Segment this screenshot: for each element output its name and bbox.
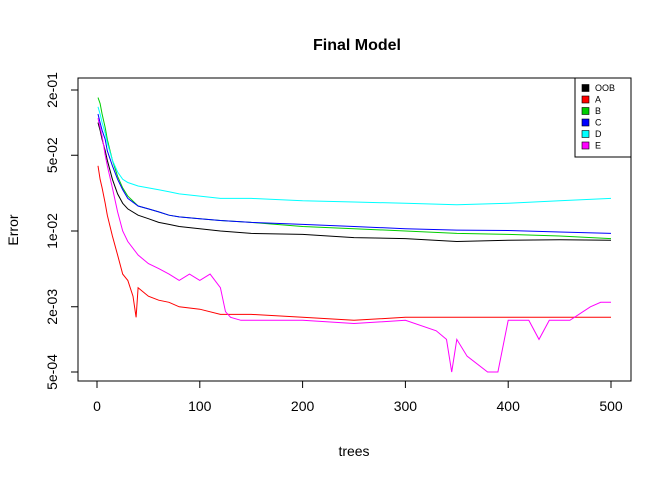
y-tick-label: 5e-02 [44,137,60,173]
series-layer [97,97,612,373]
x-tick-label: 0 [93,398,101,414]
y-tick-label: 2e-03 [44,289,60,325]
x-tick-label: 100 [188,398,212,414]
legend-swatch-e [581,141,590,150]
legend-label-d: D [595,129,602,139]
x-axis-label: trees [338,443,369,459]
series-line-d [97,106,612,206]
chart-title: Final Model [313,37,401,54]
series-line-oob [97,122,612,243]
x-tick-label: 200 [291,398,315,414]
legend-label-a: A [595,95,601,105]
series-line-a [97,165,611,321]
legend-swatch-d [581,130,590,138]
series-line-e [97,117,611,373]
y-axis-label: Error [5,214,21,245]
legend-label-e: E [595,141,601,151]
legend-swatch-a [581,95,590,104]
x-tick-label: 500 [599,398,623,414]
series-line-b [97,97,612,240]
legend-swatch-oob [581,84,590,92]
x-axis: 0 100 200 300 400 500 [93,380,623,414]
x-tick-label: 400 [497,398,521,414]
legend-label-b: B [595,106,601,116]
y-tick-label: 2e-01 [44,72,60,108]
y-tick-label: 1e-02 [44,213,60,249]
legend-swatch-c [581,118,590,127]
x-tick-label: 300 [394,398,418,414]
series-line-c [97,113,612,234]
plot-frame [77,77,632,382]
y-tick-label: 5e-04 [44,354,60,390]
y-axis: 5e-04 2e-03 1e-02 5e-02 2e-01 [44,72,79,390]
legend-label-oob: OOB [595,83,615,93]
legend-label-c: C [595,118,602,128]
legend-swatch-b [581,107,590,115]
